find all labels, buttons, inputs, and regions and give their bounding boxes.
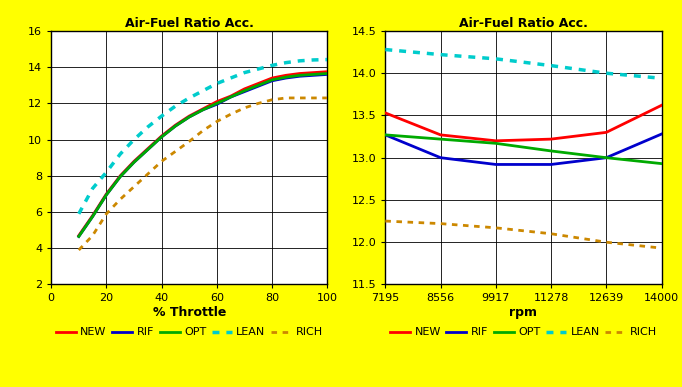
X-axis label: % Throttle: % Throttle [153, 306, 226, 319]
Title: Air-Fuel Ratio Acc.: Air-Fuel Ratio Acc. [459, 17, 588, 30]
X-axis label: rpm: rpm [509, 306, 537, 319]
Legend: NEW, RIF, OPT, LEAN, RICH: NEW, RIF, OPT, LEAN, RICH [51, 323, 327, 342]
Legend: NEW, RIF, OPT, LEAN, RICH: NEW, RIF, OPT, LEAN, RICH [385, 323, 662, 342]
Title: Air-Fuel Ratio Acc.: Air-Fuel Ratio Acc. [125, 17, 254, 30]
